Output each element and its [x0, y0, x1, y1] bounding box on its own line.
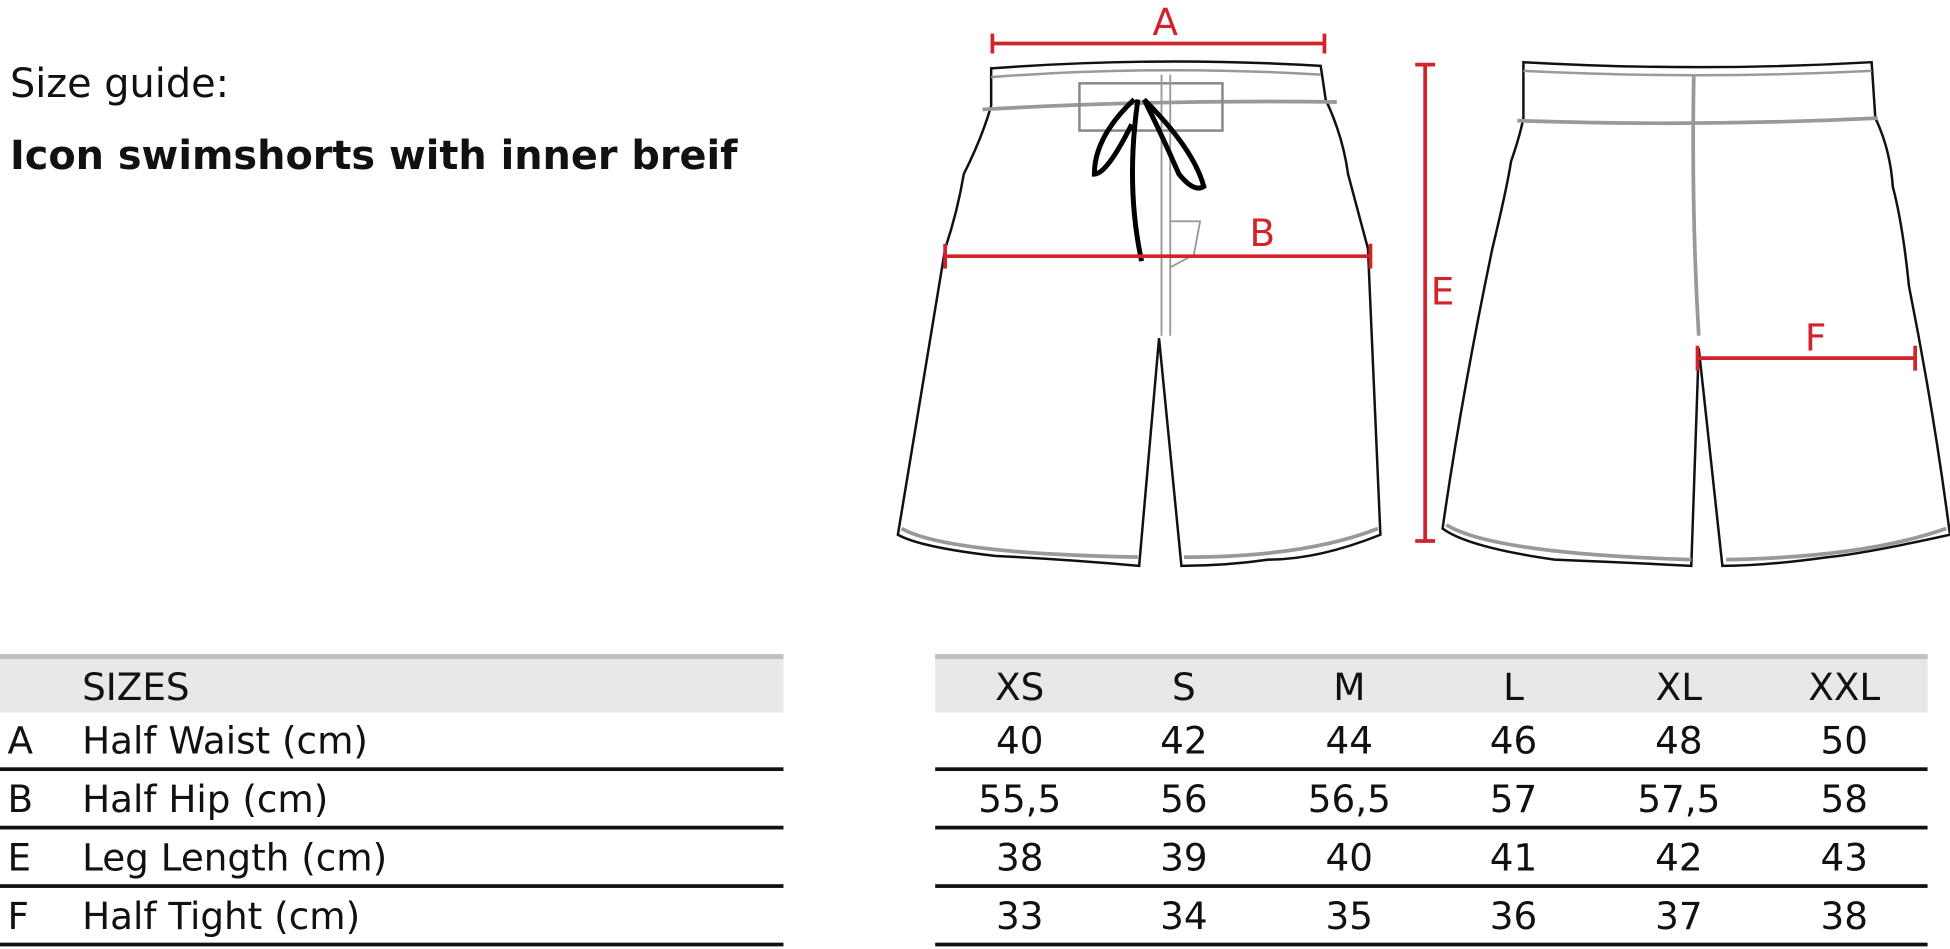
product-title: Icon swimshorts with inner breif — [9, 131, 738, 180]
value-cell: 56 — [1160, 778, 1208, 823]
row-label: Half Tight (cm) — [82, 895, 361, 939]
value-cell: 58 — [1820, 778, 1869, 823]
size-header-m: M — [1333, 666, 1366, 711]
value-cell: 42 — [1160, 720, 1208, 764]
table-row: 40 42 44 46 48 50 — [935, 713, 1928, 772]
value-cell: 40 — [1325, 836, 1374, 881]
size-header-s: S — [1172, 666, 1196, 711]
measure-line-f — [1695, 345, 1918, 371]
value-cell: 40 — [996, 720, 1044, 764]
back-shorts-drawing — [1441, 60, 1950, 568]
table-row: 38 39 40 41 42 43 — [935, 829, 1928, 888]
value-cell: 57 — [1489, 778, 1538, 823]
value-cell: 44 — [1325, 720, 1374, 764]
measure-label-b: B — [1249, 211, 1275, 255]
measure-line-b — [943, 243, 1373, 269]
size-header-xxl: XXL — [1808, 666, 1881, 711]
row-code: B — [7, 778, 34, 823]
measure-label-f: F — [1805, 316, 1826, 360]
row-label: Half Hip (cm) — [82, 778, 329, 823]
row-code: A — [7, 720, 33, 764]
measure-label-e: E — [1431, 270, 1455, 314]
sizes-header: SIZES — [82, 666, 190, 711]
value-cell: 57,5 — [1637, 778, 1721, 823]
table-row: F Half Tight (cm) — [0, 888, 784, 947]
table-row: 33 34 35 36 37 38 — [935, 888, 1928, 947]
row-label: Leg Length (cm) — [82, 836, 388, 881]
row-code: F — [7, 895, 29, 939]
value-cell: 38 — [996, 836, 1044, 881]
value-cell: 39 — [1160, 836, 1208, 881]
row-code: E — [7, 836, 32, 881]
size-guide-label: Size guide: — [9, 59, 229, 107]
table-row: A Half Waist (cm) — [0, 713, 784, 772]
table-row: 55,5 56 56,5 57 57,5 58 — [935, 771, 1928, 830]
measure-line-e — [1415, 62, 1436, 543]
value-cell: 50 — [1820, 720, 1869, 764]
value-cell: 43 — [1820, 836, 1869, 881]
table-header: XS S M L XL XXL — [935, 654, 1928, 713]
value-cell: 34 — [1160, 895, 1208, 939]
measure-label-a: A — [1152, 0, 1178, 44]
measurement-lines — [943, 33, 1918, 543]
table-row: E Leg Length (cm) — [0, 829, 784, 888]
size-header-xs: XS — [995, 666, 1045, 711]
value-cell: 56,5 — [1307, 778, 1391, 823]
front-shorts-drawing — [896, 60, 1382, 568]
measure-line-a — [990, 33, 1327, 54]
value-cell: 35 — [1325, 895, 1374, 939]
value-cell: 38 — [1820, 895, 1869, 939]
value-cell: 41 — [1489, 836, 1538, 881]
value-cell: 33 — [996, 895, 1044, 939]
size-header-xl: XL — [1655, 666, 1703, 711]
value-cell: 46 — [1489, 720, 1538, 764]
table-header: SIZES — [0, 654, 784, 713]
value-cell: 42 — [1655, 836, 1703, 881]
value-cell: 37 — [1655, 895, 1703, 939]
value-cell: 55,5 — [978, 778, 1062, 823]
table-row: B Half Hip (cm) — [0, 771, 784, 830]
row-label: Half Waist (cm) — [82, 720, 368, 764]
size-header-l: L — [1503, 666, 1524, 711]
value-cell: 36 — [1489, 895, 1538, 939]
value-cell: 48 — [1655, 720, 1703, 764]
